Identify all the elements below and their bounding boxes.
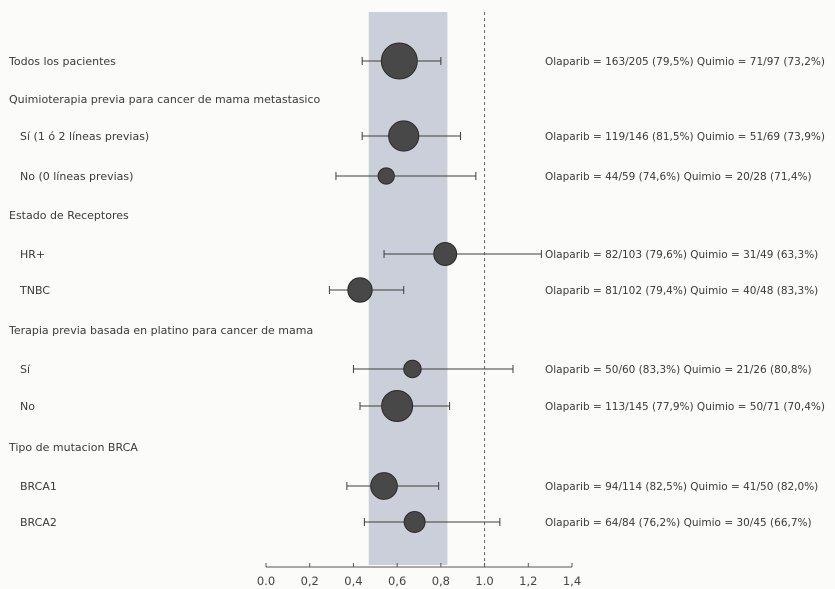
x-tick-label: 1,2: [519, 574, 537, 588]
subgroup-header-label: Estado de Receptores: [9, 209, 129, 222]
marks-layer: [328, 42, 542, 533]
hazard-ratio-marker: [347, 277, 373, 303]
hazard-ratio-marker: [403, 511, 426, 533]
row-stat-label: Olaparib = 50/60 (83,3%) Quimio = 21/26 …: [545, 364, 812, 376]
row-label: Sí: [20, 363, 31, 376]
axis-layer: 0.0 0,2 0,4 0,6 0,8 1.0 1,2 1,4: [257, 563, 581, 588]
subgroup-header-label: Quimioterapia previa para cancer de mama…: [9, 93, 321, 106]
x-tick-label: 0.0: [257, 574, 275, 588]
hazard-ratio-marker: [388, 120, 420, 152]
x-tick-label: 0,2: [301, 574, 319, 588]
row-stat-label: Olaparib = 81/102 (79,4%) Quimio = 40/48…: [545, 285, 818, 297]
row-stat-label: Olaparib = 64/84 (76,2%) Quimio = 30/45 …: [545, 517, 812, 529]
hazard-ratio-marker: [381, 389, 414, 423]
hazard-ratio-marker: [433, 242, 458, 266]
subgroup-header-label: Tipo de mutacion BRCA: [8, 441, 138, 454]
row-label: TNBC: [19, 284, 50, 297]
row-stat-label: Olaparib = 119/146 (81,5%) Quimio = 51/6…: [545, 131, 825, 143]
row-stat-label: Olaparib = 94/114 (82,5%) Quimio = 41/50…: [545, 481, 818, 493]
x-tick-label: 0,4: [344, 574, 362, 588]
row-label: Sí (1 ó 2 líneas previas): [20, 130, 149, 143]
row-label: No: [20, 400, 35, 413]
row-label: BRCA2: [20, 516, 57, 529]
x-tick-label: 0,6: [388, 574, 406, 588]
hazard-ratio-marker: [380, 42, 418, 80]
subgroup-header-label: Terapia previa basada en platino para ca…: [8, 324, 313, 337]
row-stat-label: Olaparib = 44/59 (74,6%) Quimio = 20/28 …: [545, 171, 812, 183]
x-tick-label: 0,8: [432, 574, 450, 588]
labels-layer: Todos los pacientes Olaparib = 163/205 (7…: [8, 55, 825, 529]
row-stat-label: Olaparib = 82/103 (79,6%) Quimio = 31/49…: [545, 249, 818, 261]
row-label: BRCA1: [20, 480, 57, 493]
hazard-ratio-marker: [377, 167, 395, 185]
hazard-ratio-marker: [403, 359, 422, 379]
row-label: Todos los pacientes: [8, 55, 116, 68]
row-label: No (0 líneas previas): [20, 170, 133, 183]
row-label: HR+: [20, 248, 45, 261]
x-tick-label: 1,4: [563, 574, 581, 588]
hazard-ratio-marker: [370, 472, 398, 500]
x-tick-label: 1.0: [475, 574, 493, 588]
row-stat-label: Olaparib = 163/205 (79,5%) Quimio = 71/9…: [545, 56, 825, 68]
row-stat-label: Olaparib = 113/145 (77,9%) Quimio = 50/7…: [545, 401, 825, 413]
